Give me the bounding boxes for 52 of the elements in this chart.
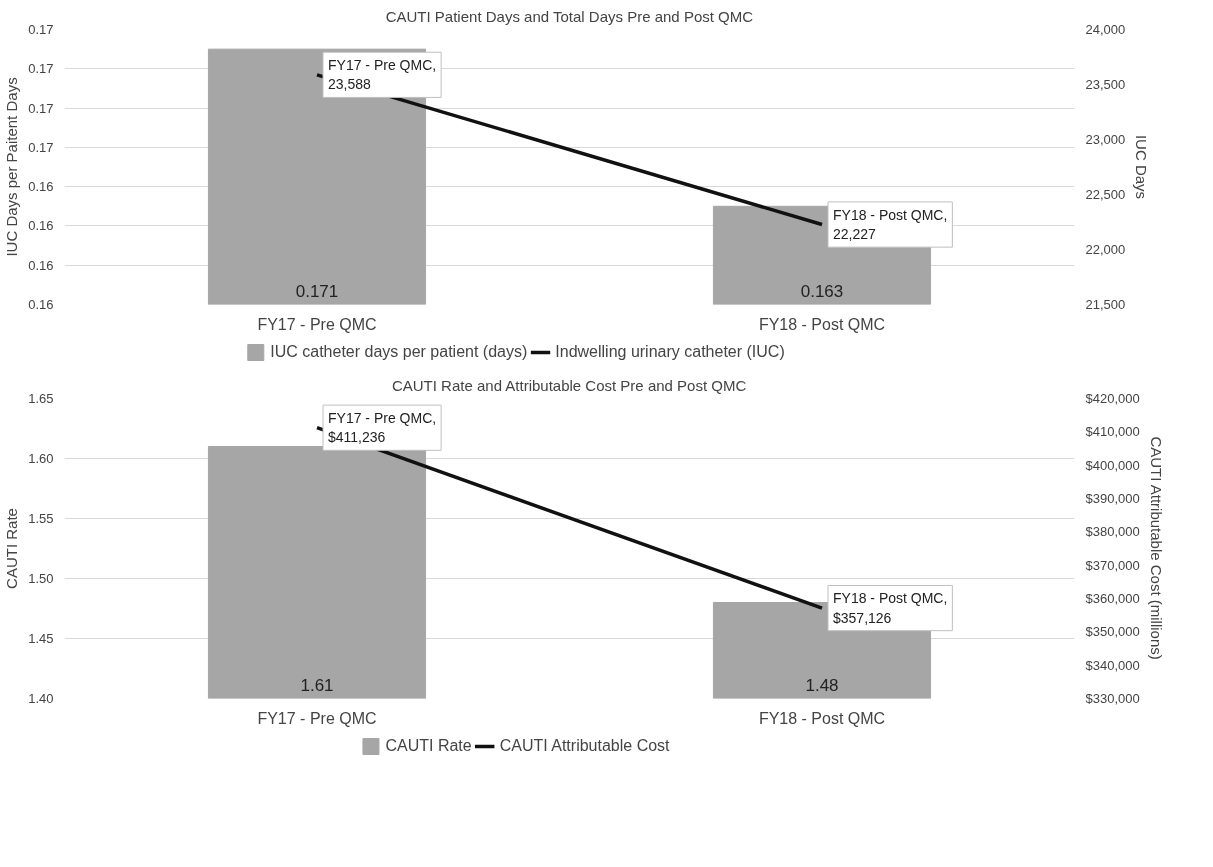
y2-tick-label: $410,000	[1085, 424, 1140, 440]
data-label: 0.163	[800, 281, 844, 301]
y-tick-label: 0.16	[28, 297, 54, 312]
y2-tick-label: 23,500	[1085, 77, 1126, 92]
data-label: FY18 - Post QMC, 22,227	[833, 206, 948, 243]
legend-label: Indwelling urinary catheter (IUC)	[555, 343, 785, 361]
chart-title: CAUTI Patient Days and Total Days Pre and Post QMC	[385, 7, 754, 25]
legend-label: CAUTI Rate	[385, 737, 472, 755]
data-label: 0.171	[295, 281, 339, 301]
y2-tick-label: $380,000	[1085, 524, 1140, 540]
y-tick-label: 1.45	[28, 631, 54, 646]
y2-tick-label: $350,000	[1085, 624, 1140, 640]
y-tick-label: 1.65	[28, 391, 54, 406]
y-tick-label: 1.40	[28, 691, 54, 706]
y-tick-label: 0.17	[28, 100, 54, 116]
y-tick-label: 1.55	[28, 511, 54, 526]
y2-tick-label: 24,000	[1085, 22, 1126, 37]
y2-tick-label: $340,000	[1085, 657, 1140, 673]
y2-tick-label: $420,000	[1085, 391, 1140, 406]
data-label: 1.48	[805, 675, 839, 695]
y-tick-label: 0.17	[28, 139, 54, 155]
legend-label: IUC catheter days per patient (days)	[270, 343, 528, 361]
data-label: FY18 - Post QMC, $357,126	[833, 590, 948, 626]
y2-tick-label: $370,000	[1085, 557, 1140, 573]
y2-tick-label: $360,000	[1085, 591, 1140, 606]
y2-tick-label: 22,000	[1085, 242, 1126, 257]
y-tick-label: 0.17	[28, 61, 54, 77]
chart-title: CAUTI Rate and Attributable Cost Pre and Post QMC	[391, 376, 747, 394]
data-label: FY17 - Pre QMC, 23,588	[328, 57, 437, 93]
y2-tick-label: 23,000	[1085, 132, 1126, 147]
data-label: FY17 - Pre QMC, $411,236	[328, 410, 437, 446]
y2-axis-title: IUC Days	[1133, 134, 1151, 200]
y2-tick-label: $330,000	[1085, 691, 1140, 706]
x-tick-label: FY18 - Post QMC	[758, 709, 886, 727]
y-tick-label: 0.16	[28, 218, 54, 234]
y-axis-title: IUC Days per Paitent Days	[3, 77, 21, 257]
y2-tick-label: 22,500	[1085, 187, 1126, 202]
y2-tick-label: $400,000	[1085, 457, 1140, 473]
x-tick-label: FY17 - Pre QMC	[257, 315, 377, 333]
y-axis-title: CAUTI Rate	[3, 508, 21, 589]
y-tick-label: 0.16	[28, 257, 54, 273]
y-tick-label: 0.16	[28, 179, 54, 195]
legend-label: CAUTI Attributable Cost	[499, 737, 670, 755]
x-tick-label: FY18 - Post QMC	[758, 315, 886, 333]
y2-tick-label: $390,000	[1085, 491, 1140, 506]
x-tick-label: FY17 - Pre QMC	[257, 709, 377, 727]
y2-tick-label: 21,500	[1085, 297, 1126, 312]
data-label: 1.61	[300, 675, 334, 695]
y-tick-label: 0.17	[28, 22, 54, 37]
y2-axis-title: CAUTI Attributable Cost (millions)	[1147, 436, 1165, 660]
y-tick-label: 1.60	[28, 451, 54, 466]
y-tick-label: 1.50	[28, 571, 54, 586]
